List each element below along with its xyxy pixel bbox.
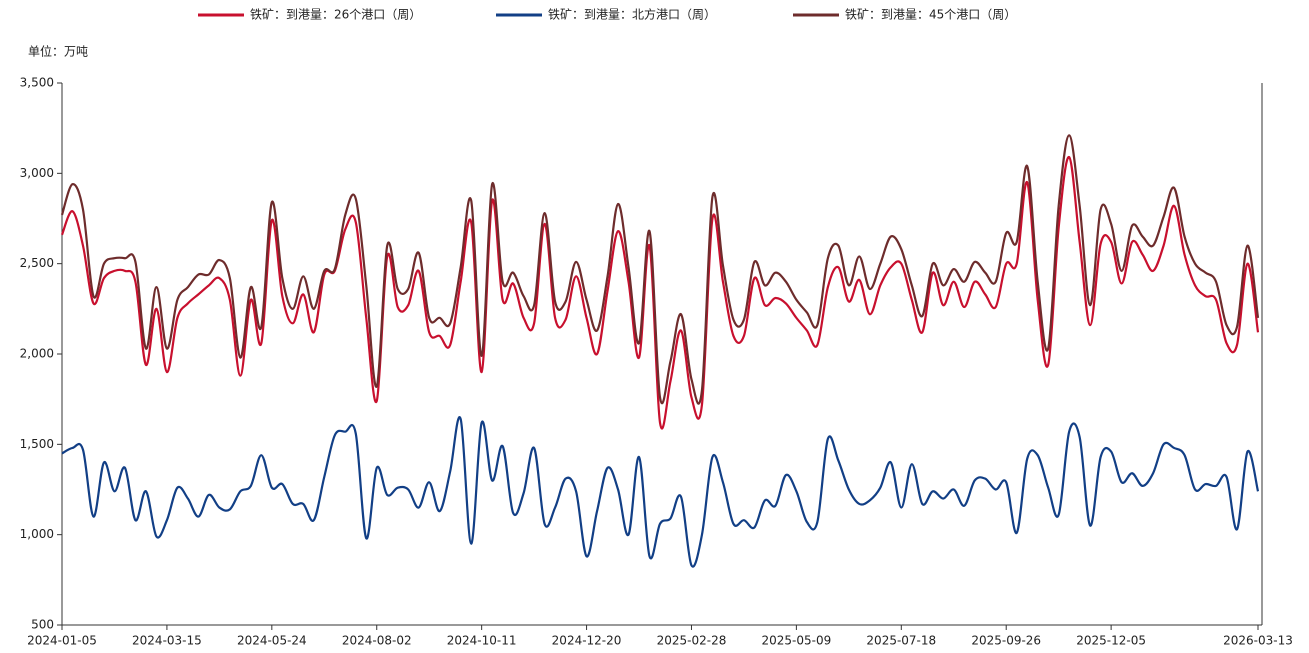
legend-label: 铁矿：到港量：26个港口（周） — [250, 8, 421, 22]
x-tick-label: 2024-12-20 — [552, 634, 622, 648]
y-tick-label: 2,000 — [20, 347, 54, 361]
series-line — [61, 416, 1260, 568]
y-tick-label: 3,000 — [20, 166, 54, 180]
x-tick-label: 2025-02-28 — [657, 634, 727, 648]
y-tick-label: 1,500 — [20, 437, 54, 451]
x-tick-label: 2025-05-09 — [762, 634, 832, 648]
x-tick-label: 2025-12-05 — [1076, 634, 1146, 648]
x-tick-label: 2025-09-26 — [971, 634, 1041, 648]
y-tick-label: 3,500 — [20, 76, 54, 90]
legend-label: 铁矿：到港量：北方港口（周） — [548, 7, 716, 22]
y-tick-label: 2,500 — [20, 256, 54, 270]
x-tick-label: 2024-08-02 — [342, 634, 412, 648]
legend-label: 铁矿：到港量：45个港口（周） — [845, 8, 1016, 22]
x-tick-label: 2024-03-15 — [132, 634, 202, 648]
y-tick-label: 500 — [31, 618, 54, 632]
series-line — [60, 134, 1260, 405]
x-tick-label: 2026-03-13 — [1223, 634, 1293, 648]
x-tick-label: 2024-10-11 — [447, 634, 517, 648]
x-tick-label: 2024-05-24 — [237, 634, 307, 648]
x-tick-label: 2024-01-05 — [27, 634, 97, 648]
unit-label: 单位：万吨 — [28, 44, 88, 59]
y-tick-label: 1,000 — [20, 527, 54, 541]
x-tick-label: 2025-07-18 — [866, 634, 936, 648]
